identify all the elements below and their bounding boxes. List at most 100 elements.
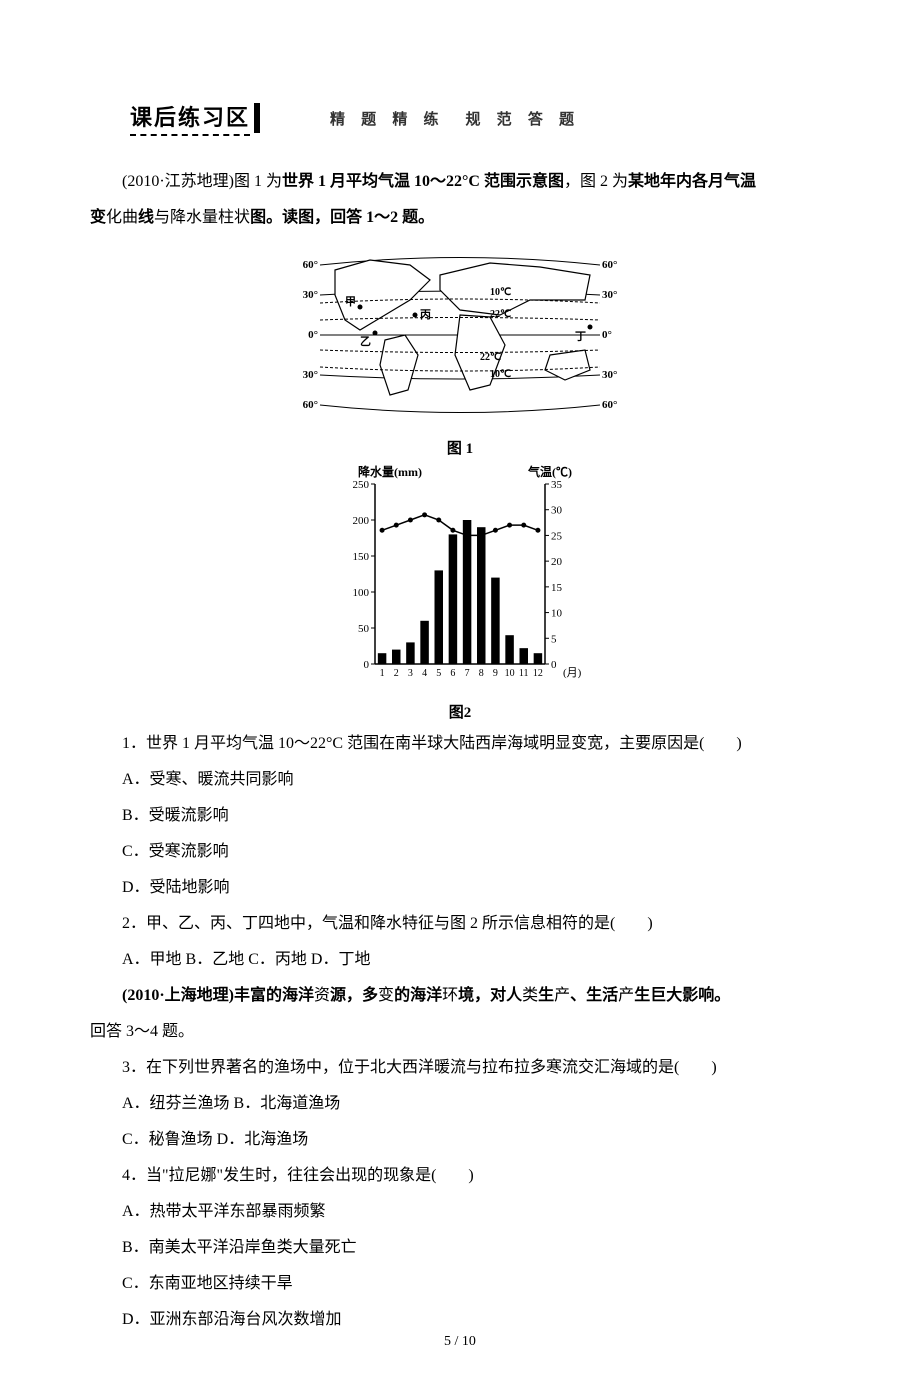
lat-l-30s: 30° (303, 369, 318, 381)
svg-text:(月): (月) (563, 667, 582, 679)
q1-stem: 1．世界 1 月平均气温 10～22°C 范围在南半球大陆西岸海域明显变宽，主要… (90, 728, 830, 760)
i2-b5: 生 (538, 987, 554, 1004)
lat-l-60s: 60° (303, 399, 318, 411)
intro-suffix: 图。读图，回答 1～2 题。 (250, 209, 434, 226)
intro-bold-3: 与降水量柱状 (154, 209, 250, 226)
i2-b7: 生巨大影响。 (634, 987, 730, 1004)
svg-text:15: 15 (551, 582, 563, 594)
intro-mid: ，图 2 为 (564, 173, 628, 190)
svg-text:0: 0 (551, 659, 557, 671)
i2-b6: 、生活 (570, 987, 618, 1004)
q1-opt-a: A．受寒、暖流共同影响 (90, 764, 830, 796)
svg-text:200: 200 (353, 515, 370, 527)
q4-opt-b: B．南美太平洋沿岸鱼类大量死亡 (90, 1232, 830, 1264)
intro-paragraph-2: 变化曲线与降水量柱状图。读图，回答 1～2 题。 (90, 202, 830, 234)
i2-m6: 产 (618, 987, 634, 1004)
q2-opts: A．甲地 B．乙地 C．丙地 D．丁地 (90, 944, 830, 976)
climate-chart-svg: 降水量(mm)气温(℃)0501001502002500510152025303… (330, 464, 590, 694)
i2-m3: 环 (442, 987, 458, 1004)
i2-m4: 类 (522, 987, 538, 1004)
iso-10c-n: 10℃ (490, 287, 511, 298)
pt-jia: 甲 (345, 295, 356, 308)
lat-r-30n: 30° (602, 289, 617, 301)
iso-22c-n: 22℃ (490, 309, 511, 320)
svg-text:12: 12 (533, 668, 543, 679)
svg-text:7: 7 (465, 668, 470, 679)
lat-r-60n: 60° (602, 259, 617, 271)
svg-text:100: 100 (353, 587, 370, 599)
q1-opt-b: B．受暖流影响 (90, 800, 830, 832)
world-map-svg: 60° 30° 0° 30° 60° 60° 30° 0° 30° 60° 10… (290, 240, 630, 430)
q1-opt-c: C．受寒流影响 (90, 836, 830, 868)
svg-text:20: 20 (551, 556, 563, 568)
section-banner: 课后练习区 精 题 精 练 规 范 答 题 (130, 100, 830, 136)
figure-2-caption: 图2 (90, 701, 830, 722)
svg-text:5: 5 (436, 668, 441, 679)
iso-22c-s: 22℃ (480, 352, 501, 363)
i2-b1: 丰富的海洋 (234, 987, 314, 1004)
page-number: 5 / 10 (0, 1334, 920, 1350)
lat-l-60n: 60° (303, 259, 318, 271)
svg-text:1: 1 (380, 668, 385, 679)
svg-text:30: 30 (551, 505, 563, 517)
intro-bold-2: 某地年内各月气温 (628, 173, 756, 190)
banner-title: 课后练习区 (130, 100, 250, 136)
pt-ding: 丁 (575, 330, 586, 343)
lat-l-30n: 30° (303, 289, 318, 301)
svg-text:25: 25 (551, 530, 563, 542)
i2-pre: (2010·上海地理) (122, 987, 234, 1004)
i2-m5: 产 (554, 987, 570, 1004)
q4-stem: 4．当"拉尼娜"发生时，往往会出现的现象是( ) (90, 1160, 830, 1192)
figure-1-caption: 图 1 (90, 437, 830, 458)
svg-text:5: 5 (551, 633, 557, 645)
intro-paragraph-1: (2010·江苏地理)图 1 为世界 1 月平均气温 10～22°C 范围示意图… (90, 166, 830, 198)
svg-text:10: 10 (505, 668, 515, 679)
i2-b3: 的海洋 (394, 987, 442, 1004)
svg-text:3: 3 (408, 668, 413, 679)
lat-l-0: 0° (308, 329, 318, 341)
pt-bing: 丙 (420, 308, 431, 321)
intro2-line2: 回答 3～4 题。 (90, 1016, 830, 1048)
q1-opt-d: D．受陆地影响 (90, 872, 830, 904)
lat-r-30s: 30° (602, 369, 617, 381)
intro-bold-2b: 变 (90, 209, 106, 226)
intro-bold-1: 世界 1 月平均气温 10～22°C 范围示意图 (282, 173, 564, 190)
i2-b2: 源，多 (330, 987, 378, 1004)
iso-10c-s: 10℃ (490, 369, 511, 380)
svg-text:250: 250 (353, 479, 370, 491)
svg-text:降水量(mm): 降水量(mm) (358, 464, 422, 479)
i2-b4: 境，对人 (458, 987, 522, 1004)
svg-text:8: 8 (479, 668, 484, 679)
page-container: 课后练习区 精 题 精 练 规 范 答 题 (2010·江苏地理)图 1 为世界… (0, 0, 920, 1380)
q4-opt-a: A．热带太平洋东部暴雨频繁 (90, 1196, 830, 1228)
svg-text:35: 35 (551, 479, 563, 491)
i2-m2: 变 (378, 987, 394, 1004)
intro-prefix: (2010·江苏地理)图 1 为 (122, 173, 282, 190)
pt-yi: 乙 (360, 335, 371, 348)
svg-text:11: 11 (519, 668, 529, 679)
lat-r-60s: 60° (602, 399, 617, 411)
q3-stem: 3．在下列世界著名的渔场中，位于北大西洋暖流与拉布拉多寒流交汇海域的是( ) (90, 1052, 830, 1084)
svg-text:9: 9 (493, 668, 498, 679)
svg-text:4: 4 (422, 668, 427, 679)
svg-text:气温(℃): 气温(℃) (527, 464, 572, 479)
banner-bar-icon (254, 103, 260, 133)
svg-text:6: 6 (450, 668, 455, 679)
q4-opt-c: C．东南亚地区持续干旱 (90, 1268, 830, 1300)
figure-1: 60° 30° 0° 30° 60° 60° 30° 0° 30° 60° 10… (90, 240, 830, 458)
q3-line2: C．秘鲁渔场 D．北海渔场 (90, 1124, 830, 1156)
svg-text:2: 2 (394, 668, 399, 679)
figure-2: 降水量(mm)气温(℃)0501001502002500510152025303… (90, 464, 830, 722)
svg-text:50: 50 (358, 623, 370, 635)
svg-text:10: 10 (551, 608, 563, 620)
intro-mid-2b: 线 (138, 209, 154, 226)
intro-mid-2: 化曲 (106, 209, 138, 226)
svg-text:150: 150 (353, 551, 370, 563)
q4-opt-d: D．亚洲东部沿海台风次数增加 (90, 1304, 830, 1336)
q2-stem: 2．甲、乙、丙、丁四地中，气温和降水特征与图 2 所示信息相符的是( ) (90, 908, 830, 940)
lat-r-0: 0° (602, 329, 612, 341)
q3-line1: A．纽芬兰渔场 B．北海道渔场 (90, 1088, 830, 1120)
svg-text:0: 0 (364, 659, 370, 671)
i2-m1: 资 (314, 987, 330, 1004)
intro2-paragraph: (2010·上海地理)丰富的海洋资源，多变的海洋环境，对人类生产、生活产生巨大影… (90, 980, 830, 1012)
